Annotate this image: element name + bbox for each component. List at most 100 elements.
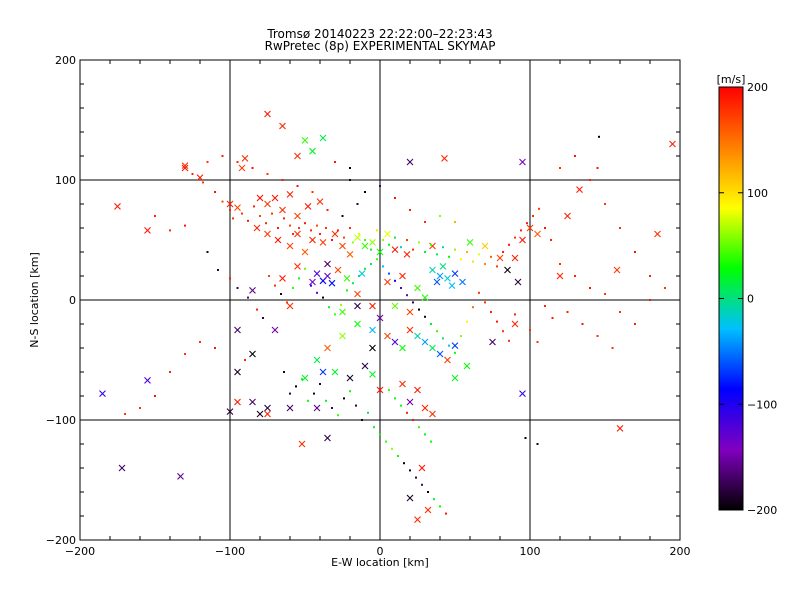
data-point-dot <box>596 167 599 169</box>
data-point-cross <box>181 164 189 172</box>
data-point-dot <box>400 404 402 407</box>
data-point-cross <box>334 266 342 274</box>
data-point-dot <box>370 248 372 251</box>
data-point-dot <box>337 414 339 417</box>
data-point-dot <box>268 275 270 277</box>
data-point-dot <box>236 161 239 163</box>
data-point-dot <box>424 251 426 253</box>
data-point-cross <box>436 272 444 280</box>
data-point-dot <box>289 392 291 395</box>
data-point-dot <box>394 197 396 199</box>
data-point-dot <box>466 251 468 253</box>
data-point-dot <box>286 301 288 304</box>
data-point-cross <box>301 248 309 256</box>
data-point-dot <box>484 301 486 304</box>
data-point-cross <box>118 464 126 472</box>
data-point-dot <box>292 287 294 289</box>
data-point-cross <box>196 174 204 181</box>
data-point-dot <box>292 233 294 235</box>
data-point-dot <box>424 315 426 318</box>
data-point-dot <box>421 483 423 486</box>
data-point-cross <box>234 398 241 406</box>
data-point-cross <box>339 332 346 340</box>
data-point-dot <box>283 217 285 220</box>
data-point-dot <box>271 212 273 215</box>
data-point-dot <box>514 313 516 316</box>
data-point-dot <box>484 263 486 265</box>
data-point-cross <box>496 254 504 262</box>
data-point-dot <box>466 320 468 323</box>
data-point-dot <box>406 294 408 297</box>
data-point-dot <box>445 512 447 515</box>
data-point-cross <box>489 338 496 346</box>
data-point-cross <box>304 203 312 210</box>
data-point-dot <box>328 306 330 309</box>
data-point-cross <box>406 308 414 316</box>
data-point-cross <box>511 254 519 262</box>
data-point-cross <box>279 206 286 214</box>
data-point-dot <box>551 317 554 319</box>
data-point-cross <box>343 275 351 282</box>
data-point-dot <box>559 263 561 265</box>
data-point-dot <box>439 215 441 217</box>
data-point-dot <box>536 443 539 445</box>
data-point-cross <box>339 242 346 250</box>
data-point-cross <box>234 204 241 211</box>
data-point-dot <box>433 498 435 501</box>
data-point-cross <box>294 263 301 270</box>
data-point-dot <box>364 239 366 241</box>
data-point-dot <box>436 253 438 256</box>
data-point-dot <box>221 155 224 157</box>
data-point-dot <box>265 222 267 225</box>
data-point-cross <box>406 158 414 166</box>
data-point-dot <box>394 236 396 239</box>
data-point-cross <box>463 362 471 370</box>
data-point-dot <box>478 253 480 256</box>
data-point-cross <box>459 278 466 286</box>
data-point-dot <box>316 291 318 294</box>
data-point-cross <box>376 314 384 322</box>
data-point-dot <box>326 209 329 211</box>
data-point-cross <box>414 284 421 292</box>
data-point-cross <box>264 410 271 418</box>
data-point-dot <box>283 371 285 373</box>
data-point-dot <box>154 215 156 217</box>
data-point-dot <box>388 243 390 246</box>
data-point-cross <box>564 212 571 220</box>
data-point-dot <box>574 155 576 157</box>
data-point-dot <box>430 323 432 325</box>
data-point-dot <box>409 469 411 472</box>
data-point-dot <box>412 248 414 251</box>
data-point-cross <box>309 236 316 244</box>
data-point-dot <box>566 311 569 313</box>
data-point-cross <box>346 251 354 258</box>
y-axis-label: N-S location [km] <box>28 252 41 348</box>
data-point-dot <box>232 217 234 220</box>
data-point-dot <box>454 248 456 251</box>
data-point-dot <box>427 491 429 493</box>
data-point-cross <box>406 326 414 334</box>
data-point-cross <box>406 398 414 406</box>
data-point-cross <box>654 230 661 238</box>
data-point-cross <box>99 390 106 397</box>
data-point-dot <box>634 323 636 325</box>
data-point-cross <box>384 332 391 340</box>
data-point-dot <box>409 209 411 211</box>
data-point-dot <box>388 272 390 275</box>
data-point-cross <box>369 302 376 310</box>
data-point-dot <box>244 359 246 361</box>
data-point-dot <box>649 275 651 277</box>
data-point-dot <box>373 426 375 429</box>
data-point-dot <box>319 383 321 385</box>
data-point-cross <box>369 326 376 334</box>
data-point-cross <box>444 275 451 282</box>
data-point-cross <box>286 302 294 310</box>
data-point-dot <box>460 335 462 337</box>
data-point-cross <box>466 239 474 246</box>
data-point-dot <box>341 215 344 217</box>
data-point-dot <box>139 407 141 409</box>
data-point-dot <box>334 313 336 316</box>
data-point-dot <box>472 260 474 263</box>
data-point-dot <box>596 335 599 337</box>
axes: −200 −100 0 100 200 −200 −100 0 100 200 <box>46 54 691 558</box>
